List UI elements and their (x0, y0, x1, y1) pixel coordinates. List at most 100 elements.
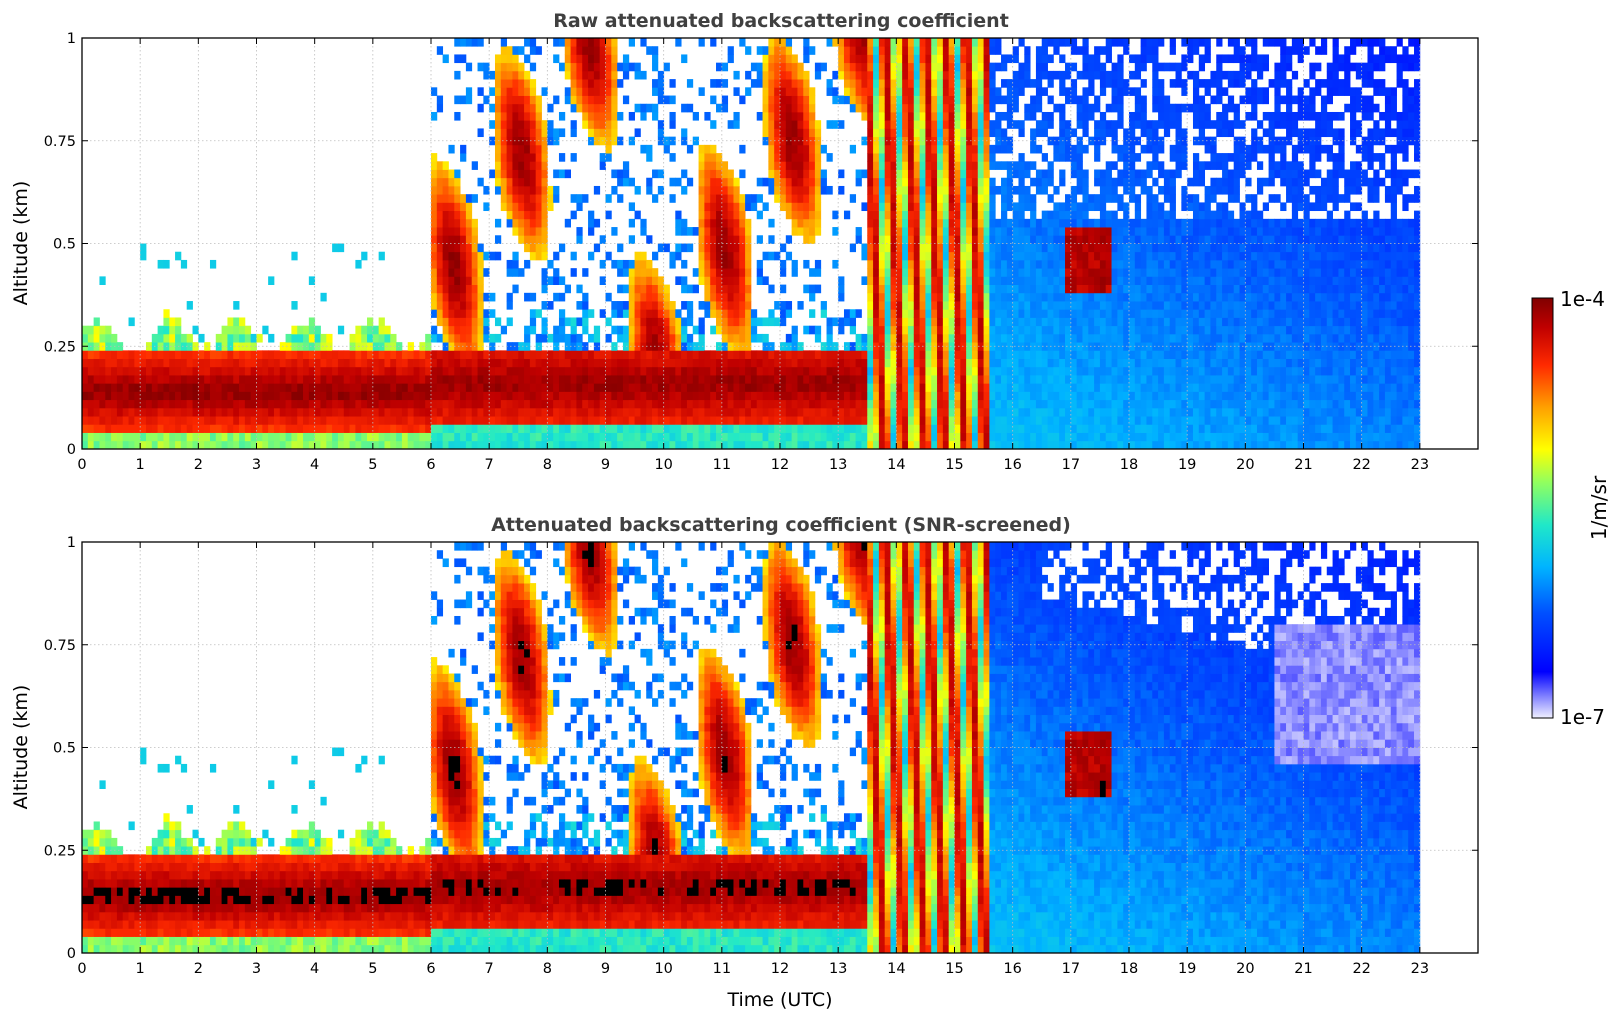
heatmap-cell (1024, 440, 1031, 450)
heatmap-cell (669, 79, 676, 88)
heatmap-cell (832, 399, 839, 409)
heatmap-cell (605, 416, 612, 425)
heatmap-cell (716, 366, 723, 376)
heatmap-cell (942, 87, 950, 96)
heatmap-cell (878, 87, 886, 96)
heatmap-cell (971, 103, 979, 113)
heatmap-cell (919, 399, 926, 409)
heatmap-cell (483, 333, 490, 343)
heatmap-cell (954, 424, 961, 433)
heatmap-cell (989, 218, 996, 228)
heatmap-cell (518, 416, 525, 425)
heatmap-cell (128, 366, 135, 376)
heatmap-cell (431, 391, 438, 401)
heatmap-cell (681, 407, 688, 417)
heatmap-cell (890, 432, 897, 442)
heatmap-cell (1053, 292, 1060, 302)
heatmap-cell (483, 391, 490, 401)
heatmap-cell (681, 136, 688, 146)
heatmap-cell (599, 79, 606, 88)
heatmap-cell (1076, 111, 1083, 121)
heatmap-cell (942, 284, 950, 294)
heatmap-cell (902, 309, 909, 318)
heatmap-cell (826, 120, 833, 129)
heatmap-cell (686, 358, 694, 368)
heatmap-cell (163, 333, 170, 343)
heatmap-cell (913, 399, 920, 409)
heatmap-cell (995, 185, 1002, 195)
heatmap-cell (320, 333, 327, 343)
heatmap-cell (873, 333, 880, 343)
heatmap-cell (890, 95, 897, 105)
heatmap-cell (460, 424, 467, 433)
heatmap-cell (710, 235, 717, 244)
heatmap-cell (308, 391, 316, 401)
heatmap-cell (937, 177, 944, 187)
heatmap-cell (1012, 202, 1019, 212)
heatmap-cell (1006, 161, 1014, 170)
heatmap-cell (977, 153, 984, 162)
heatmap-cell (384, 350, 391, 359)
heatmap-cell (279, 407, 286, 417)
heatmap-cell (902, 38, 909, 47)
heatmap-cell (617, 407, 624, 417)
heatmap-cell (966, 194, 973, 203)
heatmap-cell (582, 375, 589, 384)
heatmap-cell (919, 358, 926, 368)
heatmap-cell (820, 383, 827, 392)
heatmap-cell (477, 325, 484, 335)
heatmap-cell (163, 432, 170, 442)
heatmap-cell (617, 440, 624, 450)
heatmap-cell (931, 38, 938, 47)
heatmap-cell (832, 227, 839, 236)
heatmap-cell (907, 210, 915, 220)
heatmap-cell (1070, 95, 1078, 105)
heatmap-cell (134, 366, 141, 376)
heatmap-cell (593, 218, 601, 228)
heatmap-cell (861, 350, 868, 359)
heatmap-cell (204, 383, 211, 392)
heatmap-cell (768, 399, 775, 409)
heatmap-cell (442, 251, 449, 261)
heatmap-cell (809, 350, 816, 359)
heatmap-cell (937, 440, 944, 450)
heatmap-cell (989, 153, 996, 162)
heatmap-cell (768, 391, 775, 401)
heatmap-cell (954, 309, 961, 318)
heatmap-cell (814, 268, 822, 277)
heatmap-cell (960, 375, 967, 384)
heatmap-cell (169, 366, 176, 376)
heatmap-cell (256, 391, 263, 401)
heatmap-cell (663, 416, 670, 425)
heatmap-cell (570, 194, 577, 203)
heatmap-cell (314, 325, 321, 335)
heatmap-cell (436, 284, 444, 294)
heatmap-cell (460, 202, 467, 212)
heatmap-cell (431, 268, 438, 277)
heatmap-cell (878, 54, 886, 64)
heatmap-cell (1012, 317, 1019, 327)
heatmap-cell (640, 227, 647, 236)
heatmap-cell (913, 161, 920, 170)
heatmap-cell (1082, 276, 1089, 285)
heatmap-cell (762, 54, 769, 64)
heatmap-cell (756, 432, 763, 442)
heatmap-cell (372, 399, 380, 409)
heatmap-cell (157, 259, 164, 269)
heatmap-cell (919, 95, 926, 105)
heatmap-cell (896, 161, 903, 170)
heatmap-cell (186, 383, 193, 392)
heatmap-cell (553, 54, 560, 64)
heatmap-cell (989, 87, 996, 96)
heatmap-cell (588, 120, 595, 129)
heatmap-cell (797, 210, 804, 220)
heatmap-cell (878, 185, 886, 195)
heatmap-cell (151, 407, 159, 417)
heatmap-cell (1030, 309, 1037, 318)
heatmap-cell (1047, 424, 1054, 433)
heatmap-cell (698, 333, 705, 343)
heatmap-cell (1035, 103, 1043, 113)
heatmap-cell (983, 227, 990, 236)
heatmap-cell (367, 383, 374, 392)
heatmap-cell (896, 317, 903, 327)
